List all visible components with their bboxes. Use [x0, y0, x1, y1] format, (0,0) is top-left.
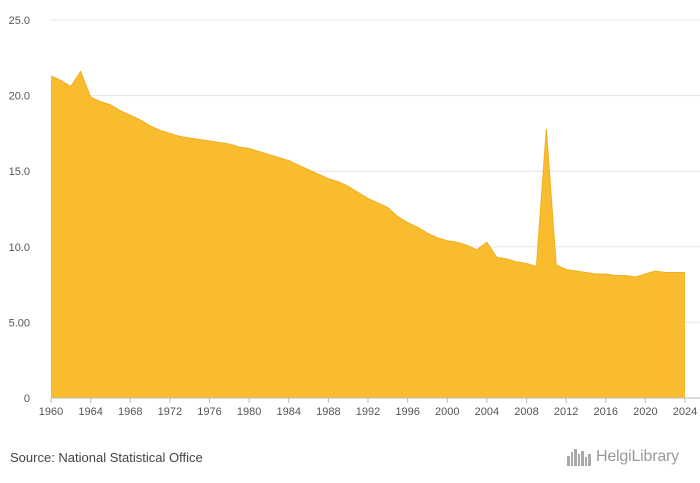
x-tick-label: 1980: [237, 406, 261, 418]
x-tick-label: 1964: [78, 406, 102, 418]
x-tick-label: 1976: [197, 406, 221, 418]
brand-logo[interactable]: HelgiLibrary: [566, 448, 679, 466]
x-tick-label: 2020: [633, 406, 657, 418]
x-tick-label: 2004: [475, 406, 499, 418]
x-tick-label: 1984: [277, 406, 301, 418]
brand-text: HelgiLibrary: [596, 448, 679, 465]
y-tick-label: 15.0: [9, 166, 30, 178]
source-note: Source: National Statistical Office: [10, 450, 203, 465]
x-tick-label: 1972: [158, 406, 182, 418]
x-axis: 1960 1964 1968 1972 1976 1980 1984 1988 1992 1996…: [39, 398, 697, 418]
x-tick-label: 2012: [554, 406, 578, 418]
x-tick-label: 1996: [395, 406, 419, 418]
y-tick-label: 5.00: [9, 317, 30, 329]
x-tick-label: 1992: [356, 406, 380, 418]
x-tick-label: 2008: [514, 406, 538, 418]
x-tick-label: 1960: [39, 406, 63, 418]
y-tick-label: 0: [24, 393, 30, 405]
city-skyline-icon: [567, 449, 591, 466]
y-tick-label: 10.0: [9, 242, 30, 254]
x-tick-label: 2000: [435, 406, 459, 418]
x-tick-label: 2016: [594, 406, 618, 418]
y-tick-label: 25.0: [9, 15, 30, 27]
y-axis: 0 5.00 10.0 15.0 20.0 25.0: [9, 15, 30, 405]
y-tick-label: 20.0: [9, 91, 30, 103]
data-line: [50, 70, 685, 278]
x-tick-label: 1988: [316, 406, 340, 418]
data-area: [51, 71, 685, 398]
x-tick-label: 1968: [118, 406, 142, 418]
x-tick-label: 2024: [673, 406, 697, 418]
